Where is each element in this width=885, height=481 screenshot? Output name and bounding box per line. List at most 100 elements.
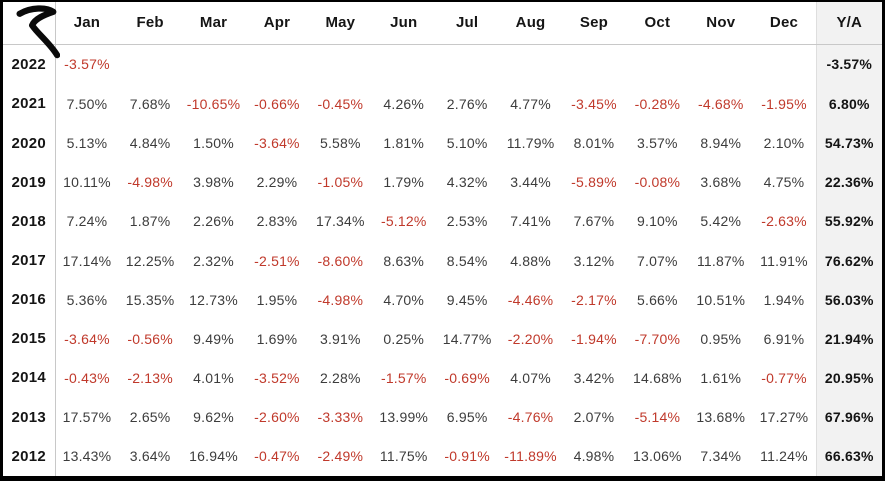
return-cell: -7.70% bbox=[634, 330, 681, 347]
return-cell: 10.51% bbox=[696, 291, 746, 308]
return-cell: -4.76% bbox=[507, 409, 554, 426]
return-cell: -10.65% bbox=[186, 95, 241, 112]
return-cell: 13.43% bbox=[62, 448, 112, 465]
return-cell: 1.50% bbox=[193, 135, 234, 152]
table-row: 2014 -0.43% -2.13% 4.01% -3.52% 2.28% -1.57% -0… bbox=[3, 358, 882, 398]
return-cell: 7.41% bbox=[510, 213, 551, 230]
return-cell: -2.51% bbox=[254, 252, 300, 269]
table-row: 2019 10.11% -4.98% 3.98% 2.29% -1.05% 1.79% 4.3… bbox=[3, 162, 882, 202]
brand-logo-icon[interactable] bbox=[10, 5, 60, 61]
year-label: 2012 bbox=[3, 436, 56, 476]
return-cell: -4.68% bbox=[697, 95, 744, 112]
return-cell: 2.32% bbox=[193, 252, 234, 269]
ya-cell: 6.80% bbox=[815, 84, 882, 124]
return-cell: 3.44% bbox=[510, 174, 551, 191]
return-cell: -3.33% bbox=[317, 409, 364, 426]
return-cell: 17.27% bbox=[759, 409, 809, 426]
return-cell: 7.50% bbox=[66, 95, 108, 112]
return-cell: -3.52% bbox=[254, 369, 300, 386]
ya-cell: 54.73% bbox=[815, 123, 882, 163]
return-cell: 4.26% bbox=[383, 95, 425, 112]
return-cell bbox=[245, 44, 308, 84]
return-cell: 4.77% bbox=[510, 95, 551, 112]
return-cell: 4.98% bbox=[573, 448, 615, 465]
return-cell: 0.25% bbox=[383, 330, 425, 347]
column-header-sep: Sep bbox=[562, 2, 626, 45]
ya-cell: 56.03% bbox=[815, 280, 882, 320]
return-cell: 17.34% bbox=[315, 213, 365, 230]
return-cell: 10.11% bbox=[63, 174, 111, 191]
column-header-jul: Jul bbox=[435, 2, 499, 45]
return-cell: 5.66% bbox=[637, 291, 678, 308]
return-cell: 4.01% bbox=[193, 369, 234, 386]
return-cell: 5.13% bbox=[66, 135, 108, 152]
column-header-nov: Nov bbox=[689, 2, 753, 45]
return-cell: 2.53% bbox=[446, 213, 488, 230]
table-row: 2018 7.24% 1.87% 2.26% 2.83% 17.34% -5.12% 2.53… bbox=[3, 201, 882, 241]
return-cell: 17.57% bbox=[62, 409, 112, 426]
return-cell bbox=[626, 44, 689, 84]
ya-cell: 76.62% bbox=[815, 240, 882, 281]
return-cell: 13.99% bbox=[379, 409, 429, 426]
return-cell: 13.68% bbox=[696, 409, 746, 426]
return-cell: 5.10% bbox=[446, 135, 488, 152]
table-row: 2022 -3.57% -3.57% bbox=[3, 44, 882, 85]
return-cell: -1.57% bbox=[380, 369, 427, 386]
ya-cell: 66.63% bbox=[815, 436, 882, 476]
return-cell: 11.87% bbox=[696, 252, 745, 269]
return-cell: -0.45% bbox=[317, 95, 364, 112]
return-cell: -4.98% bbox=[127, 174, 173, 191]
return-cell: 4.32% bbox=[446, 174, 488, 191]
return-cell: 1.69% bbox=[256, 330, 298, 347]
return-cell: -2.49% bbox=[317, 448, 364, 465]
column-header-jun: Jun bbox=[372, 2, 436, 45]
return-cell bbox=[309, 44, 372, 84]
return-cell: 5.36% bbox=[66, 291, 108, 308]
return-cell: -0.56% bbox=[127, 330, 173, 347]
return-cell: 0.95% bbox=[700, 330, 742, 347]
return-cell: -1.95% bbox=[761, 95, 807, 112]
year-label: 2022 bbox=[3, 44, 56, 85]
return-cell: 11.24% bbox=[760, 448, 808, 465]
return-cell: -5.89% bbox=[571, 174, 617, 191]
return-cell: -4.46% bbox=[507, 291, 554, 308]
return-cell: 11.75% bbox=[379, 448, 428, 465]
return-cell: 3.68% bbox=[700, 174, 742, 191]
return-cell bbox=[435, 44, 498, 84]
return-cell: 3.98% bbox=[193, 174, 234, 191]
return-cell: 3.64% bbox=[129, 448, 171, 465]
return-cell: 11.91% bbox=[760, 252, 808, 269]
return-cell: 1.79% bbox=[383, 174, 425, 191]
return-cell: 16.94% bbox=[189, 448, 238, 465]
ya-cell: 22.36% bbox=[815, 162, 882, 202]
return-cell: 14.68% bbox=[633, 369, 682, 386]
return-cell: -2.20% bbox=[507, 330, 554, 347]
return-cell: -0.08% bbox=[634, 174, 681, 191]
return-cell: 1.61% bbox=[700, 369, 742, 386]
return-cell: -2.63% bbox=[761, 213, 807, 230]
return-cell bbox=[372, 44, 435, 84]
return-cell bbox=[499, 44, 562, 84]
return-cell: 1.81% bbox=[383, 135, 425, 152]
table-row: 2012 13.43% 3.64% 16.94% -0.47% -2.49% 11.75% -… bbox=[3, 436, 882, 476]
year-label: 2017 bbox=[3, 240, 56, 281]
return-cell: -8.60% bbox=[317, 252, 364, 269]
column-header-ya: Y/A bbox=[815, 2, 882, 45]
return-cell: 3.42% bbox=[573, 369, 615, 386]
year-label: 2014 bbox=[3, 358, 56, 398]
return-cell bbox=[752, 44, 816, 84]
return-cell: -2.60% bbox=[254, 409, 300, 426]
return-cell: 6.95% bbox=[446, 409, 488, 426]
return-cell: 2.26% bbox=[193, 213, 234, 230]
return-cell bbox=[182, 44, 245, 84]
year-label: 2016 bbox=[3, 280, 56, 320]
column-header-oct: Oct bbox=[625, 2, 690, 45]
year-label: 2013 bbox=[3, 397, 56, 437]
return-cell: 4.07% bbox=[510, 369, 551, 386]
return-cell: 6.91% bbox=[763, 330, 805, 347]
return-cell: 8.54% bbox=[446, 252, 488, 269]
column-header-jan: Jan bbox=[55, 2, 119, 45]
return-cell: -0.43% bbox=[64, 369, 110, 386]
column-header-aug: Aug bbox=[498, 2, 563, 45]
